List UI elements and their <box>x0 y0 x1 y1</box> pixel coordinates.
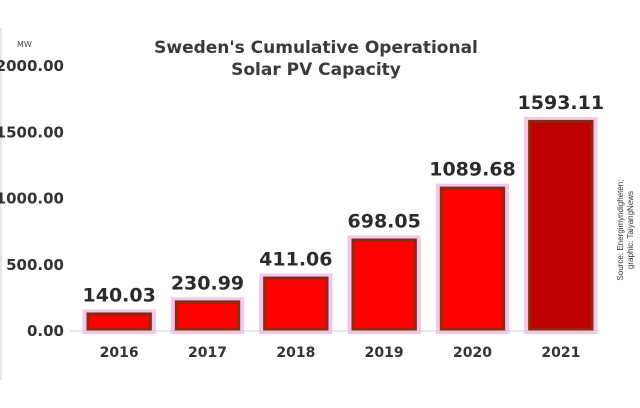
bar-2021 <box>524 116 598 334</box>
bar-fill <box>266 279 326 328</box>
bar-fill <box>177 303 238 328</box>
chart-title-line-1: Sweden's Cumulative Operational <box>154 38 478 58</box>
y-tick-label: 0.00 <box>27 322 64 340</box>
bar-2017 <box>170 297 245 334</box>
source-text-line-2: graphic: TaiyangNews <box>626 191 635 269</box>
bar-2020 <box>435 183 510 334</box>
x-tick-label: 2020 <box>453 345 492 361</box>
data-label: 411.06 <box>259 249 332 271</box>
source-text-line-1: Source: Energimyndigheten; <box>616 180 625 281</box>
data-label: 230.99 <box>171 272 244 294</box>
bar-fill <box>354 241 414 328</box>
y-tick-label: 1000.00 <box>0 190 64 208</box>
y-tick-label: 2000.00 <box>0 57 64 75</box>
bar-2018 <box>259 273 333 334</box>
source-annotation: Source: Energimyndigheten; graphic: Taiy… <box>616 180 635 281</box>
x-tick-label: 2021 <box>541 345 580 361</box>
x-tick-label: 2019 <box>365 345 404 361</box>
bar-2016 <box>82 309 156 334</box>
chart-title-line-2: Solar PV Capacity <box>231 60 401 80</box>
data-label: 1593.11 <box>518 92 605 114</box>
bar-fill <box>531 122 591 328</box>
bar-fill <box>89 315 149 328</box>
data-label: 698.05 <box>348 211 421 233</box>
bar-fill <box>442 189 503 328</box>
bar-2019 <box>347 235 421 334</box>
x-tick-label: 2018 <box>276 345 315 361</box>
x-tick-label: 2017 <box>188 345 227 361</box>
y-tick-label: 500.00 <box>6 256 64 274</box>
data-label: 140.03 <box>83 284 156 306</box>
x-tick-label: 2016 <box>100 345 139 361</box>
y-axis-unit: MW <box>17 40 32 49</box>
data-label: 1089.68 <box>429 159 516 181</box>
y-tick-label: 1500.00 <box>0 123 64 141</box>
